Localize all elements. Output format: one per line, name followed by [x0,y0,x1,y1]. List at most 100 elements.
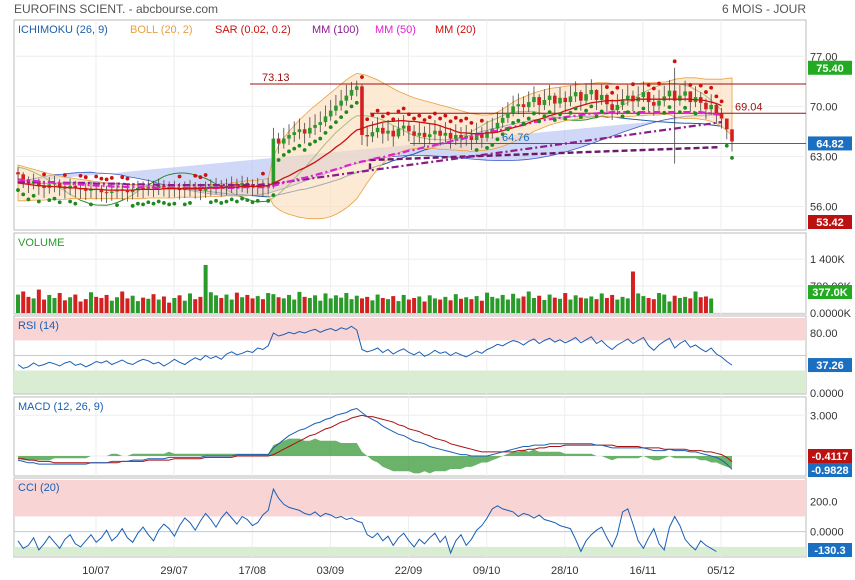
candle-body [250,184,255,187]
volume-bar [318,300,323,313]
volume-tick-label: 0.0000K [810,308,852,320]
volume-bar [438,299,443,313]
candle-body [511,106,515,113]
sar-dot [651,86,656,91]
sar-dot [271,193,276,197]
sar-dot [724,143,729,148]
volume-bar [573,295,578,313]
sar-dot [714,94,719,99]
rsi-label: RSI (14) [18,320,59,332]
sar-dot [31,193,36,198]
volume-bar [297,291,302,313]
candle-body [667,90,672,97]
volume-bar [219,298,224,313]
sar-dot [532,111,536,116]
candle-body [73,185,78,188]
sar-dot [563,116,568,121]
sar-dot [42,172,46,177]
volume-bar [672,295,677,313]
volume-tick-label: 1 400K [810,254,846,266]
macd-line [17,407,733,470]
volume-bar [505,299,510,313]
cci-overbought-zone [14,480,806,517]
annotation-73-13: 73.13 [262,72,290,84]
candle-body [553,95,557,104]
volume-bar [120,291,125,313]
sar-dot [109,176,114,180]
candle-body [334,105,338,111]
sar-dot [573,106,578,111]
candle-body [610,104,614,110]
volume-bar [412,298,417,313]
sar-dot [156,199,161,204]
cci-badge: -130.3 [814,545,845,557]
candle-body [42,185,46,188]
candle-body [313,124,317,128]
sar-dot [662,110,667,115]
sar-dot [47,198,52,203]
sar-dot [99,176,104,181]
candle-body [631,95,635,102]
volume-bar [302,296,307,313]
candle-body [620,99,625,105]
volume-bar [339,297,344,313]
volume-bar [328,298,333,313]
sar-dot [417,113,422,118]
sar-dot [234,199,239,204]
volume-bar [578,297,583,313]
value-badges: 75.40 64.82 53.42 377.0K 37.26 -0.4117 -0.9828… [808,60,852,557]
sar-dot [182,202,187,207]
sar-dot [422,118,427,122]
sar-dot [646,83,651,87]
volume-bar [370,300,375,313]
volume-bar [625,298,630,313]
volume-bar [485,292,490,313]
volume-bar [537,295,542,313]
price-badge: 53.42 [816,217,844,229]
volume-bar [630,271,635,313]
sar-dot [177,174,182,179]
volume-bar [359,298,364,313]
sar-dot [683,105,687,110]
sar-dot [318,136,323,141]
volume-bar [443,296,448,313]
candle-body [141,187,145,189]
sar-dot [167,202,172,207]
volume-bar [531,298,536,313]
sar-dot [391,117,396,122]
candle-body [219,185,224,188]
sar-dot [490,143,495,147]
volume-bar [271,294,276,313]
sar-dot [219,201,224,205]
candle-body [349,89,354,96]
sar-dot [36,199,41,204]
candle-body [57,182,62,187]
volume-bar [245,294,250,313]
macd-histogram [18,438,732,474]
sar-dot [135,201,140,206]
candle-body [292,132,297,135]
sar-dot [730,155,734,160]
volume-bar [214,295,219,313]
volume-bar [307,298,312,313]
candle-body [500,117,505,123]
sar-dot [83,175,88,180]
sar-dot [344,110,349,115]
candle-body [365,135,369,137]
sar-dot [162,201,166,205]
candle-body [427,134,432,138]
sar-dot [307,142,312,147]
volume-bar [47,294,52,313]
candle-body [302,129,307,134]
sar-dot [594,114,599,119]
candle-body [433,130,437,135]
sar-dot [495,137,500,142]
sar-dot [599,109,604,114]
volume-bar [229,299,234,313]
volume-bar [677,298,682,313]
volume-bar [375,294,380,313]
sar-dot [547,110,552,115]
volume-bar [657,293,662,313]
sar-dot [464,116,469,121]
sar-dot [266,198,271,203]
